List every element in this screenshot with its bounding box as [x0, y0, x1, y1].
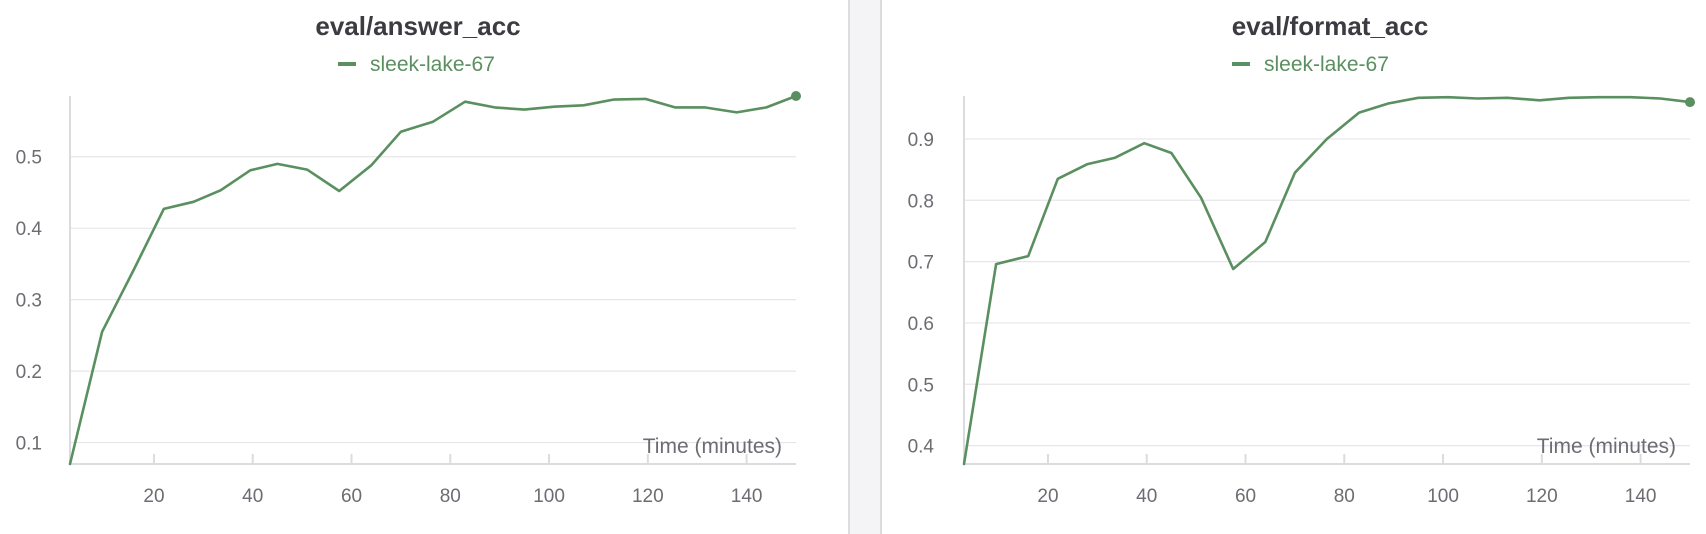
x-axis-label: Time (minutes) [643, 435, 782, 458]
x-tick-label: 20 [143, 486, 164, 507]
series-end-point [791, 91, 801, 101]
y-tick-label: 0.3 [16, 291, 42, 312]
y-tick-label: 0.6 [908, 314, 934, 335]
y-tick-label: 0.7 [908, 253, 934, 274]
x-tick-label: 20 [1037, 486, 1058, 507]
series-line [70, 96, 796, 464]
x-tick-label: 60 [1235, 486, 1256, 507]
y-tick-label: 0.4 [908, 437, 935, 458]
y-tick-label: 0.5 [16, 148, 42, 169]
legend-label: sleek-lake-67 [1264, 53, 1389, 76]
x-tick-label: 100 [1427, 486, 1459, 507]
y-tick-label: 0.9 [908, 130, 934, 151]
y-tick-label: 0.1 [16, 434, 42, 455]
chart-panel-right: eval/format_acc sleek-lake-67 0.4 0.5 0.6 0… [882, 0, 1706, 534]
chart-title: eval/answer_acc [315, 11, 520, 41]
x-tick-label: 120 [1526, 486, 1558, 507]
y-tick-label: 0.4 [16, 219, 43, 240]
chart-title: eval/format_acc [1232, 11, 1429, 41]
legend-label: sleek-lake-67 [370, 53, 495, 76]
y-tick-label: 0.5 [908, 375, 934, 396]
x-tick-label: 80 [1334, 486, 1355, 507]
x-axis-label: Time (minutes) [1537, 435, 1676, 458]
x-tick-label: 60 [341, 486, 362, 507]
x-tick-label: 100 [533, 486, 565, 507]
x-tick-label: 140 [1625, 486, 1657, 507]
x-tick-label: 40 [1136, 486, 1157, 507]
series-line [964, 97, 1690, 464]
x-tick-label: 40 [242, 486, 263, 507]
x-tick-label: 120 [632, 486, 664, 507]
series-end-point [1685, 97, 1695, 107]
chart-panel-left: eval/answer_acc sleek-lake-67 0.1 0.2 0.3 0… [0, 0, 848, 534]
y-tick-label: 0.2 [16, 362, 42, 383]
x-tick-label: 80 [440, 486, 461, 507]
y-tick-label: 0.8 [908, 191, 934, 212]
x-tick-label: 140 [731, 486, 763, 507]
panel-divider [848, 0, 882, 534]
